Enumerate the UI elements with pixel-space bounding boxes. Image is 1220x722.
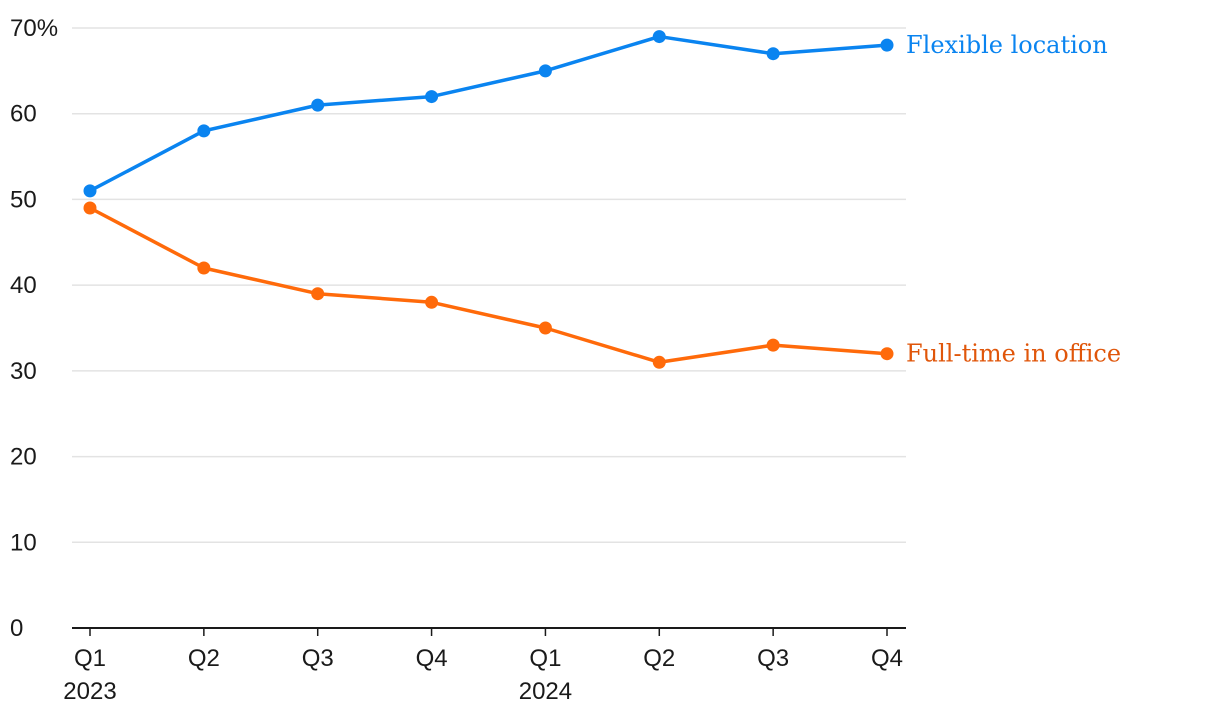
data-point: [425, 90, 439, 104]
series-lines: [83, 30, 894, 369]
data-point: [766, 338, 780, 352]
y-tick-label: 10: [10, 529, 37, 556]
series-1: [83, 30, 894, 198]
data-point: [538, 321, 552, 335]
data-point: [311, 287, 325, 301]
data-point: [83, 201, 97, 215]
series-labels: Flexible location Full-time in office: [906, 31, 1121, 368]
gridlines: [72, 27, 906, 544]
data-point: [880, 38, 894, 52]
x-tick-label: Q4: [871, 645, 903, 672]
series-2: [83, 201, 894, 369]
x-tick-label: Q2: [643, 645, 675, 672]
x-axis-ticks: Q1 2023 Q2 Q3 Q4 Q1 2024 Q2 Q3 Q4: [63, 628, 903, 705]
series-label: Full-time in office: [906, 340, 1121, 368]
y-tick-label: 50: [10, 186, 37, 213]
data-point: [766, 47, 780, 61]
data-point: [311, 98, 325, 112]
series-line: [89, 206, 888, 365]
x-tick-label: Q3: [302, 645, 334, 672]
data-point: [538, 64, 552, 78]
x-tick-label: Q1: [529, 645, 561, 672]
y-tick-label: 70%: [10, 15, 58, 42]
x-tick-label: Q2: [188, 645, 220, 672]
y-tick-label: 0: [10, 615, 23, 642]
data-point: [652, 30, 666, 44]
data-point: [425, 295, 439, 309]
data-point: [880, 347, 894, 361]
series-label: Flexible location: [906, 31, 1108, 59]
y-axis-ticks: 0 10 20 30 40 50 60 70%: [10, 15, 58, 642]
y-tick-label: 40: [10, 272, 37, 299]
data-point: [197, 124, 211, 138]
series-line: [89, 34, 888, 193]
x-tick-year-label: 2023: [63, 678, 116, 705]
data-point: [83, 184, 97, 198]
y-tick-label: 60: [10, 101, 37, 128]
x-tick-label: Q4: [416, 645, 448, 672]
x-tick-label: Q1: [74, 645, 106, 672]
y-tick-label: 30: [10, 358, 37, 385]
data-point: [197, 261, 211, 275]
x-tick-year-label: 2024: [519, 678, 572, 705]
data-point: [652, 355, 666, 369]
y-tick-label: 20: [10, 444, 37, 471]
x-tick-label: Q3: [757, 645, 789, 672]
